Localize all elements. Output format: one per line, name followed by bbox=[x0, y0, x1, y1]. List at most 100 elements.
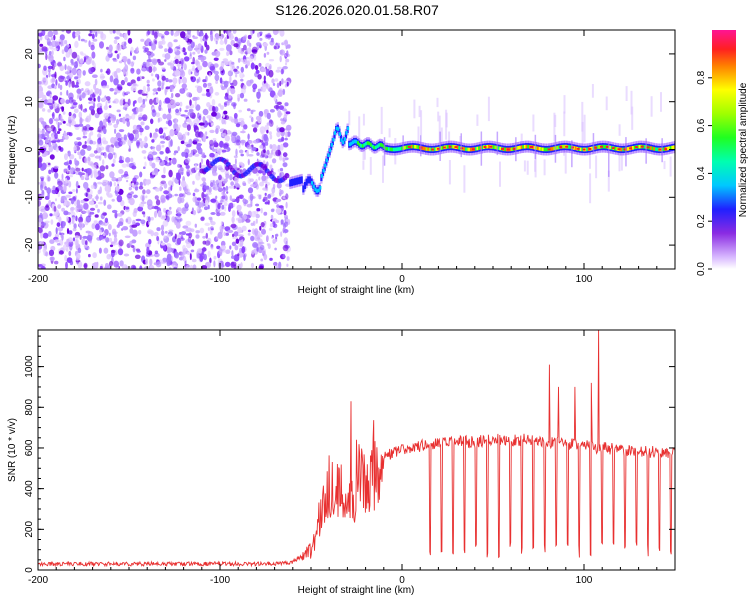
noise-speckle bbox=[76, 95, 79, 99]
noise-speckle bbox=[284, 102, 289, 107]
noise-speckle bbox=[285, 218, 291, 222]
noise-speckle bbox=[153, 252, 160, 258]
faint-streak bbox=[463, 165, 466, 193]
noise-speckle bbox=[135, 218, 142, 222]
noise-speckle bbox=[175, 119, 178, 124]
noise-speckle bbox=[280, 222, 286, 226]
carrier-core bbox=[428, 147, 432, 152]
noise-speckle bbox=[123, 103, 129, 108]
noise-speckle bbox=[71, 51, 78, 59]
carrier-core bbox=[325, 158, 328, 163]
noise-speckle bbox=[69, 115, 75, 122]
noise-speckle bbox=[139, 171, 143, 178]
faint-streak bbox=[413, 99, 416, 119]
carrier-peak bbox=[471, 148, 475, 151]
noise-speckle bbox=[284, 137, 288, 141]
carrier-core bbox=[365, 141, 368, 146]
noise-speckle bbox=[133, 110, 137, 115]
noise-speckle bbox=[179, 88, 186, 94]
noise-speckle bbox=[218, 247, 223, 255]
noise-speckle bbox=[171, 92, 174, 99]
carrier-core bbox=[487, 144, 491, 149]
noise-speckle bbox=[114, 50, 118, 54]
noise-speckle bbox=[54, 172, 59, 179]
carrier-spike bbox=[661, 138, 663, 163]
carrier-core bbox=[368, 141, 371, 146]
noise-speckle bbox=[179, 107, 182, 112]
noise-speckle bbox=[219, 47, 225, 52]
carrier-core bbox=[414, 145, 417, 149]
noise-speckle bbox=[264, 151, 267, 159]
noise-speckle bbox=[186, 92, 192, 98]
spectrogram-ylabel: Frequency (Hz) bbox=[7, 116, 18, 185]
noise-speckle bbox=[213, 63, 219, 68]
noise-speckle bbox=[109, 181, 113, 187]
noise-speckle bbox=[241, 246, 246, 254]
noise-speckle bbox=[150, 216, 154, 221]
carrier-peak bbox=[431, 148, 435, 151]
noise-speckle bbox=[230, 88, 236, 95]
noise-speckle bbox=[68, 250, 72, 257]
noise-speckle bbox=[254, 65, 259, 71]
noise-speckle bbox=[123, 32, 128, 41]
noise-speckle bbox=[47, 192, 50, 198]
noise-speckle bbox=[158, 104, 162, 112]
noise-speckle bbox=[130, 157, 134, 163]
noise-speckle bbox=[259, 225, 262, 231]
noise-speckle bbox=[198, 115, 202, 121]
noise-speckle bbox=[274, 78, 279, 82]
noise-speckle bbox=[117, 213, 123, 217]
noise-speckle bbox=[280, 118, 283, 122]
noise-speckle bbox=[152, 92, 156, 96]
noise-speckle bbox=[100, 152, 104, 156]
noise-speckle bbox=[242, 35, 247, 41]
faint-streak bbox=[526, 160, 529, 175]
noise-speckle bbox=[223, 202, 228, 207]
noise-speckle bbox=[40, 265, 46, 269]
noise-speckle bbox=[145, 258, 149, 265]
faint-streak bbox=[625, 86, 628, 101]
noise-speckle bbox=[136, 68, 141, 75]
carrier-peak bbox=[582, 148, 586, 151]
noise-speckle bbox=[223, 110, 228, 115]
noise-speckle bbox=[252, 87, 256, 93]
carrier-core bbox=[322, 168, 325, 173]
noise-speckle bbox=[70, 206, 75, 211]
noise-speckle bbox=[193, 119, 199, 126]
faint-streak bbox=[358, 116, 361, 142]
noise-speckle bbox=[152, 88, 158, 92]
noise-speckle bbox=[68, 170, 74, 175]
noise-speckle bbox=[93, 168, 98, 176]
noise-speckle bbox=[82, 235, 88, 239]
noise-speckle bbox=[156, 97, 159, 104]
noise-speckle bbox=[99, 186, 102, 194]
noise-speckle bbox=[71, 67, 77, 76]
carrier-core bbox=[463, 147, 466, 151]
noise-speckle bbox=[166, 233, 171, 238]
carrier-core bbox=[632, 146, 635, 150]
noise-speckle bbox=[206, 122, 209, 126]
noise-speckle bbox=[84, 172, 89, 179]
noise-speckle bbox=[120, 199, 125, 207]
noise-speckle bbox=[118, 113, 121, 117]
noise-speckle bbox=[144, 47, 149, 52]
carrier-core bbox=[643, 145, 646, 149]
noise-speckle bbox=[65, 261, 68, 269]
noise-speckle bbox=[211, 111, 217, 117]
noise-speckle bbox=[275, 149, 281, 157]
y-tick-label: 0 bbox=[24, 567, 35, 573]
noise-speckle bbox=[212, 137, 217, 141]
noise-speckle bbox=[286, 81, 289, 87]
noise-speckle bbox=[87, 156, 91, 162]
noise-speckle bbox=[222, 189, 225, 196]
noise-speckle bbox=[124, 58, 127, 66]
noise-speckle bbox=[218, 174, 222, 181]
noise-speckle bbox=[186, 192, 191, 196]
noise-speckle bbox=[243, 44, 247, 51]
carrier-core bbox=[373, 145, 376, 150]
noise-speckle bbox=[82, 135, 88, 139]
noise-speckle bbox=[109, 118, 114, 121]
noise-speckle bbox=[102, 232, 106, 237]
carrier-core bbox=[412, 144, 415, 149]
carrier-core bbox=[360, 144, 363, 148]
